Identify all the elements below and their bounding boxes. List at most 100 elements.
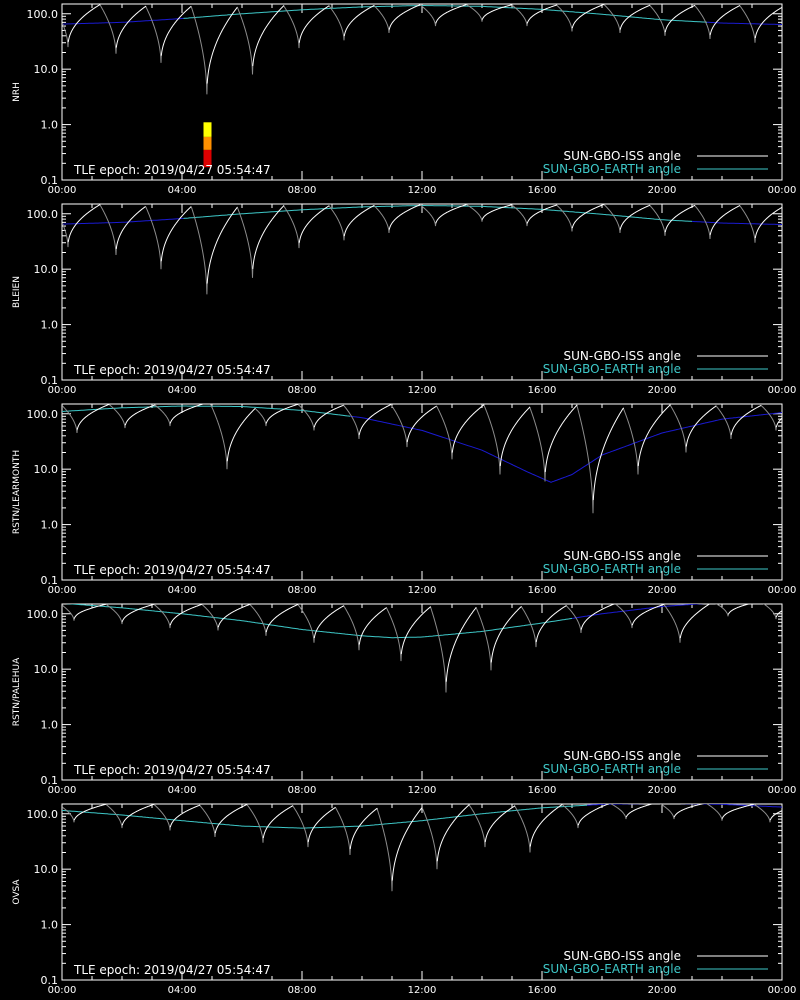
iss-angle-curve [511,204,528,227]
iss-angle-curve [390,404,408,448]
iss-angle-curve [529,407,546,482]
x-tick-label: 20:00 [648,785,677,796]
iss-angle-curve [544,404,578,473]
iss-angle-curve [664,4,696,33]
iss-angle-curve [246,804,264,843]
iss-angle-curve [775,610,782,618]
x-tick-label: 12:00 [408,185,437,196]
earth-angle-curve [706,21,782,25]
x-tick-label: 12:00 [408,985,437,996]
iss-angle-curve [105,604,123,625]
x-tick-label: 08:00 [288,385,317,396]
iss-angle-curve [62,604,75,621]
legend-earth-label: SUN-GBO-EARTH angle [543,562,681,576]
iss-angle-curve [739,205,756,243]
iss-angle-curve [226,408,256,462]
x-tick-label: 16:00 [528,585,557,596]
x-tick-label: 00:00 [768,185,797,196]
y-axis-label: RSTN/LEARMONTH [12,450,22,534]
legend-iss-label: SUN-GBO-ISS angle [564,949,681,963]
iss-angle-curve [190,206,208,295]
iss-angle-curve [199,805,216,838]
legend-iss-label: SUN-GBO-ISS angle [564,749,681,763]
iss-angle-curve [169,604,203,626]
iss-angle-curve [483,405,501,475]
iss-angle-curve [762,604,777,620]
x-tick-label: 16:00 [528,785,557,796]
iss-angle-curve [121,804,155,826]
x-tick-label: 04:00 [168,785,197,796]
iss-angle-curve [577,804,610,826]
iss-angle-curve [124,404,156,426]
iss-angle-curve [499,406,531,467]
iss-angle-curve [631,604,665,626]
x-tick-label: 04:00 [168,985,197,996]
x-tick-label: 00:00 [48,585,77,596]
iss-angle-curve [388,4,421,30]
iss-angle-curve [769,810,782,821]
iss-angle-curve [484,805,516,842]
iss-angle-curve [343,606,360,651]
y-tick-label: 100.0 [27,808,59,821]
x-tick-label: 20:00 [648,185,677,196]
y-tick-label: 1.0 [41,919,59,932]
iss-angle-curve [406,405,437,442]
iss-angle-curve [715,405,732,440]
iss-angle-curve [373,205,390,234]
iss-angle-curve [685,405,717,447]
y-tick-label: 0.1 [41,974,59,987]
y-tick-label: 0.1 [41,574,59,587]
chart-panel-bleien: 0.1 1.0 10.0 100.0 00:00 04:00 08:00 12:00 16:00… [12,203,796,396]
plot-area [62,204,782,295]
iss-angle-curve [625,804,654,818]
iss-angle-curve [521,606,537,648]
iss-angle-curve [265,604,299,633]
iss-angle-curve [721,804,755,819]
iss-angle-curve [754,6,782,39]
iss-angle-curve [511,4,528,27]
x-tick-label: 00:00 [48,985,77,996]
iss-angle-curve [335,807,351,856]
iss-angle-curve [669,405,687,453]
iss-angle-curve [739,5,756,43]
iss-angle-curve [663,604,681,643]
iss-angle-curve [373,5,390,34]
x-tick-label: 20:00 [648,985,677,996]
iss-angle-curve [451,404,485,453]
y-tick-label: 1.0 [41,319,59,332]
iss-angle-curve [430,607,447,693]
iss-angle-curve [419,204,437,227]
iss-angle-curve [206,6,238,84]
tle-epoch-label: TLE epoch: 2019/04/27 05:54:47 [73,363,271,377]
iss-angle-curve [237,7,254,75]
iss-angle-curve [249,604,267,636]
iss-angle-curve [62,806,75,823]
earth-angle-curve [65,604,573,639]
iss-angle-curve [145,206,162,270]
y-tick-label: 10.0 [34,863,59,876]
iss-angle-curve [526,4,558,24]
iss-angle-curve [526,204,558,224]
plot-area [62,604,782,693]
iss-angle-curve [210,404,228,470]
iss-angle-curve [603,4,621,34]
iss-angle-curve [760,405,777,431]
x-tick-label: 08:00 [288,585,317,596]
y-tick-label: 100.0 [27,608,59,621]
iss-angle-curve [603,204,621,234]
iss-angle-curve [313,605,345,639]
iss-angle-curve [571,204,605,229]
iss-angle-curve [297,604,315,643]
iss-angle-curve [343,405,360,440]
iss-angle-curve [592,407,625,501]
x-tick-label: 12:00 [408,385,437,396]
iss-angle-curve [562,804,579,829]
legend-earth-label: SUN-GBO-EARTH angle [543,362,681,376]
iss-angle-curve [73,804,107,821]
iss-angle-curve [753,804,771,823]
iss-angle-curve [73,604,107,619]
iss-angle-curve [615,604,633,629]
y-tick-label: 1.0 [41,719,59,732]
iss-angle-curve [62,222,69,248]
